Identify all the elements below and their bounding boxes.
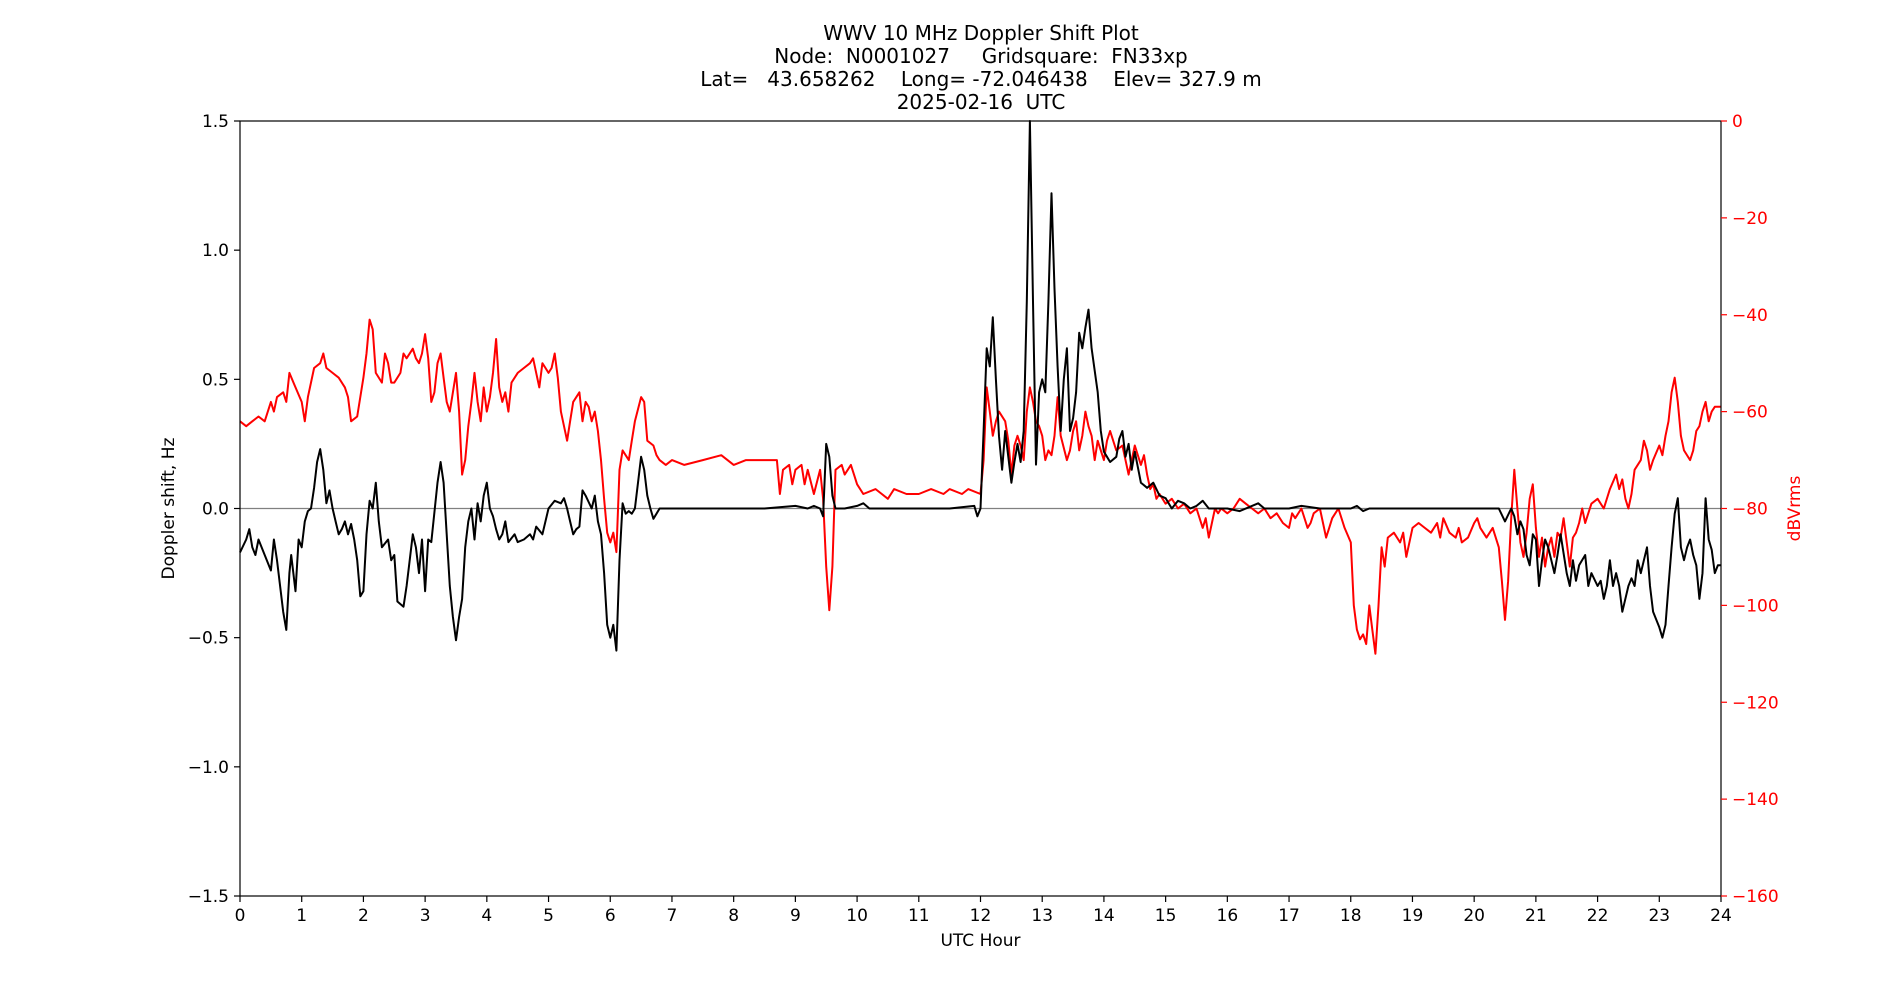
x-tick-label: 8 (728, 906, 739, 926)
power-series-line (239, 318, 1721, 655)
y-tick-label: 1.5 (202, 112, 229, 132)
doppler-series-line (239, 120, 1721, 652)
x-tick-label: 10 (846, 906, 868, 926)
y-right-tick-label: −140 (1732, 790, 1779, 810)
y-tick-label: 0.5 (202, 370, 229, 390)
x-tick-label: 2 (358, 906, 369, 926)
x-tick-label: 18 (1340, 906, 1362, 926)
x-tick-label: 7 (667, 906, 678, 926)
x-tick-label: 22 (1587, 906, 1609, 926)
x-tick-label: 3 (420, 906, 431, 926)
x-tick-label: 21 (1525, 906, 1547, 926)
chart-title: WWV 10 MHz Doppler Shift Plot Node: N000… (0, 22, 1900, 114)
x-tick-label: 13 (1031, 906, 1053, 926)
y-axis-right: 0 −20 −40 −60 −80 −100 −120 −140 −160 (1721, 112, 1779, 907)
x-tick-label: 0 (235, 906, 246, 926)
y-right-tick-label: −120 (1732, 693, 1779, 713)
title-line-2: Node: N0001027 Gridsquare: FN33xp (774, 44, 1188, 68)
y-tick-label: −0.5 (188, 629, 229, 649)
x-tick-label: 23 (1648, 906, 1670, 926)
x-tick-label: 16 (1217, 906, 1239, 926)
x-tick-label: 24 (1710, 906, 1732, 926)
y-right-tick-label: −80 (1732, 500, 1768, 520)
x-tick-label: 15 (1155, 906, 1177, 926)
x-axis-label: UTC Hour (940, 931, 1020, 951)
y-right-tick-label: −100 (1732, 596, 1779, 616)
x-tick-label: 1 (296, 906, 307, 926)
y-axis-label: Doppler shift, Hz (159, 437, 179, 579)
title-line-4: 2025-02-16 UTC (896, 90, 1066, 114)
y-right-tick-label: −60 (1732, 403, 1768, 423)
y-right-tick-label: −40 (1732, 306, 1768, 326)
x-tick-label: 6 (605, 906, 616, 926)
x-tick-label: 20 (1463, 906, 1485, 926)
x-tick-label: 17 (1278, 906, 1300, 926)
x-tick-label: 14 (1093, 906, 1115, 926)
x-tick-label: 9 (790, 906, 801, 926)
title-line-3: Lat= 43.658262 Long= -72.046438 Elev= 32… (700, 67, 1262, 91)
series-group (239, 120, 1721, 655)
y-tick-label: 0.0 (202, 500, 229, 520)
y-axis-left: 1.5 1.0 0.5 0.0 −0.5 −1.0 −1.5 (188, 112, 240, 907)
y-tick-label: −1.5 (188, 887, 229, 907)
x-tick-label: 19 (1402, 906, 1424, 926)
x-tick-label: 11 (908, 906, 930, 926)
x-tick-label: 4 (481, 906, 492, 926)
x-tick-label: 5 (543, 906, 554, 926)
y-tick-label: 1.0 (202, 241, 229, 261)
x-tick-label: 12 (970, 906, 992, 926)
x-axis: 0 1 2 3 4 5 6 7 8 9 10 11 12 13 14 15 16 17 18 19 20 21 22 23 24 (235, 896, 1732, 926)
y-right-tick-label: 0 (1732, 112, 1743, 132)
y-tick-label: −1.0 (188, 758, 229, 778)
y-right-tick-label: −20 (1732, 209, 1768, 229)
y-axis-right-label: dBVrms (1785, 476, 1805, 542)
title-line-1: WWV 10 MHz Doppler Shift Plot (823, 21, 1139, 45)
y-right-tick-label: −160 (1732, 887, 1779, 907)
